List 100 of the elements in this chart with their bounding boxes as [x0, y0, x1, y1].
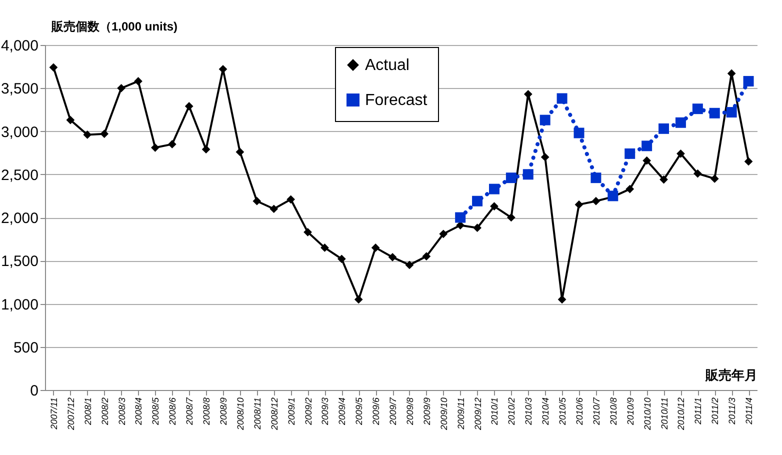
point [540, 114, 550, 126]
x-tick-label: 2010/12 [676, 398, 686, 432]
point [658, 123, 670, 134]
x-tick-label: 2007/12 [66, 398, 76, 432]
x-tick-label: 2010/10 [642, 398, 652, 432]
y-tick-label: 3,000 [0, 124, 38, 141]
point [236, 148, 244, 156]
point [726, 107, 737, 118]
y-tick-label: 0 [30, 382, 38, 400]
point [558, 295, 566, 304]
y-tick-label: 3,500 [0, 80, 38, 98]
point [371, 244, 380, 252]
point [202, 145, 210, 154]
x-tick-label: 2008/2 [100, 398, 110, 426]
x-tick-label: 2009/3 [320, 398, 330, 426]
x-tick-label: 2010/9 [625, 398, 636, 426]
y-tick-label: 4,000 [0, 38, 38, 54]
legend-label: Actual [365, 57, 410, 74]
point [473, 224, 482, 232]
x-tick-label: 2009/8 [404, 398, 415, 426]
x-tick-label: 2011/1 [693, 398, 704, 426]
point [151, 143, 160, 152]
point [522, 169, 534, 180]
point [304, 228, 312, 236]
x-tick-label: 2008/7 [184, 396, 195, 426]
point [709, 108, 720, 118]
point [455, 212, 466, 223]
x-tick-label: 2009/2 [303, 398, 314, 426]
x-tick-label: 2008/5 [150, 396, 161, 426]
point [744, 157, 753, 166]
y-tick-label: 500 [13, 339, 38, 356]
point [642, 140, 652, 152]
point [168, 140, 176, 148]
x-tick-label: 2008/12 [269, 398, 280, 432]
x-tick-label: 2010/1 [490, 398, 500, 426]
point [270, 204, 278, 214]
x-tick-label: 2009/11 [456, 398, 466, 430]
point [506, 172, 516, 184]
x-tick-label: 2008/1 [82, 398, 93, 426]
x-tick-label: 2011/2 [710, 398, 720, 426]
x-tick-label: 2011/4 [744, 398, 754, 426]
point [626, 184, 634, 194]
y-axis-title: 販売個数（1,000 units) [50, 20, 178, 34]
x-tick-label: 2008/4 [134, 398, 144, 426]
x-tick-label: 2009/1 [286, 398, 296, 426]
x-tick-label: 2008/11 [252, 398, 262, 430]
point [624, 148, 636, 159]
point [134, 77, 142, 86]
point [49, 63, 58, 72]
point [320, 244, 329, 252]
point [184, 102, 194, 110]
x-tick-label: 2008/3 [116, 398, 127, 426]
point [574, 200, 584, 209]
point [405, 260, 414, 270]
x-tick-label: 2009/6 [371, 398, 382, 426]
x-tick-label: 2010/3 [524, 398, 534, 426]
y-tick-label: 1,500 [0, 253, 38, 270]
point [100, 130, 109, 138]
point [507, 213, 516, 222]
x-tick-label: 2008/10 [235, 398, 246, 432]
point [286, 195, 295, 204]
x-tick-label: 2010/6 [574, 398, 584, 426]
point [490, 202, 498, 210]
legend-label: Forecast [365, 92, 428, 109]
point [439, 230, 448, 238]
x-tick-label: 2007/11 [48, 398, 59, 430]
x-tick-label: 2009/9 [422, 398, 432, 426]
point [117, 84, 126, 92]
x-tick-label: 2010/11 [659, 398, 670, 430]
point [710, 174, 719, 183]
x-tick-label: 2010/5 [558, 396, 568, 426]
x-tick-label: 2008/6 [168, 398, 178, 426]
x-axis-title: 販売年月 [704, 368, 758, 382]
point [354, 295, 363, 304]
x-tick-label: 2008/8 [202, 398, 212, 426]
y-tick-label: 2,000 [0, 210, 38, 227]
x-tick-label: 2010/2 [506, 398, 517, 426]
point [66, 116, 75, 124]
point [590, 172, 602, 184]
x-tick-label: 2009/5 [354, 396, 364, 426]
x-tick-label: 2010/8 [608, 398, 618, 426]
point [488, 184, 500, 194]
point [472, 196, 483, 206]
point [422, 252, 431, 260]
point [574, 128, 584, 138]
y-tick-label: 1,000 [0, 296, 38, 314]
x-tick-label: 2009/12 [472, 398, 483, 432]
point [252, 196, 262, 206]
point [693, 169, 702, 178]
y-tick-label: 2,500 [0, 166, 38, 184]
point [83, 130, 92, 139]
x-tick-label: 2010/4 [540, 398, 551, 426]
point [743, 76, 754, 86]
point [592, 196, 600, 206]
point [676, 149, 685, 158]
x-tick-label: 2008/9 [218, 398, 228, 426]
x-tick-label: 2011/3 [727, 398, 738, 426]
point [660, 175, 668, 184]
point [692, 104, 703, 114]
x-tick-label: 2009/10 [438, 398, 449, 432]
